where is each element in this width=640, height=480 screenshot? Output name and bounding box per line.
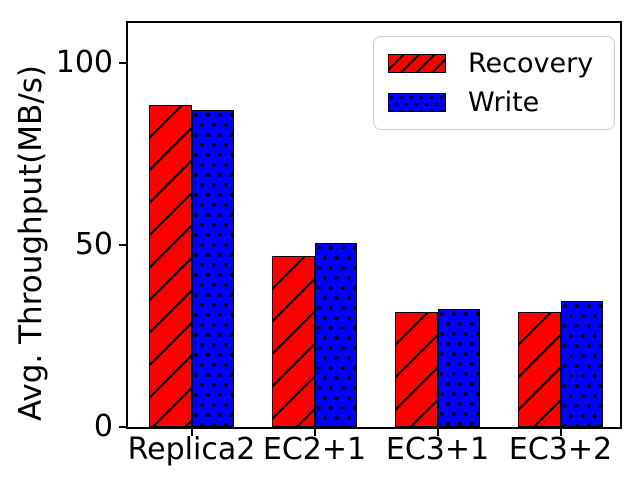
bar-recovery-ec3-2: [518, 312, 561, 427]
legend-swatch-recovery: [388, 54, 446, 73]
bar-write-replica2: [191, 110, 234, 427]
y-tick-label-50: 50: [74, 227, 113, 263]
y-tick-mark-0: [119, 426, 126, 428]
x-tick-label-ec3-1: EC3+1: [385, 432, 490, 467]
x-tick-label-replica2: Replica2: [127, 432, 256, 467]
bar-recovery-ec2-1: [272, 255, 315, 427]
x-tick-mark-ec2-1: [313, 429, 316, 436]
legend-item-write: Write: [388, 86, 602, 118]
legend-item-recovery: Recovery: [388, 47, 602, 79]
legend: Recovery Write: [373, 36, 615, 130]
bar-write-ec3-1: [437, 308, 480, 427]
plot-area: [128, 23, 620, 427]
x-tick-label-ec2-1: EC2+1: [262, 432, 367, 467]
legend-label-write: Write: [468, 86, 540, 118]
y-tick-label-0: 0: [93, 409, 113, 444]
bar-write-ec2-1: [314, 243, 357, 427]
x-tick-mark-ec3-2: [559, 429, 562, 436]
plot-border: [126, 21, 622, 429]
legend-swatch-write: [388, 93, 446, 112]
y-tick-mark-100: [119, 62, 126, 65]
bar-recovery-ec3-1: [395, 312, 438, 427]
legend-label-recovery: Recovery: [468, 47, 594, 79]
bar-write-ec3-2: [560, 301, 603, 427]
x-tick-label-ec3-2: EC3+2: [508, 432, 613, 467]
x-tick-mark-ec3-1: [436, 429, 439, 436]
x-tick-mark-replica2: [190, 429, 193, 436]
y-tick-label-100: 100: [55, 45, 113, 81]
y-tick-mark-50: [119, 244, 126, 247]
bar-recovery-replica2: [149, 104, 192, 427]
